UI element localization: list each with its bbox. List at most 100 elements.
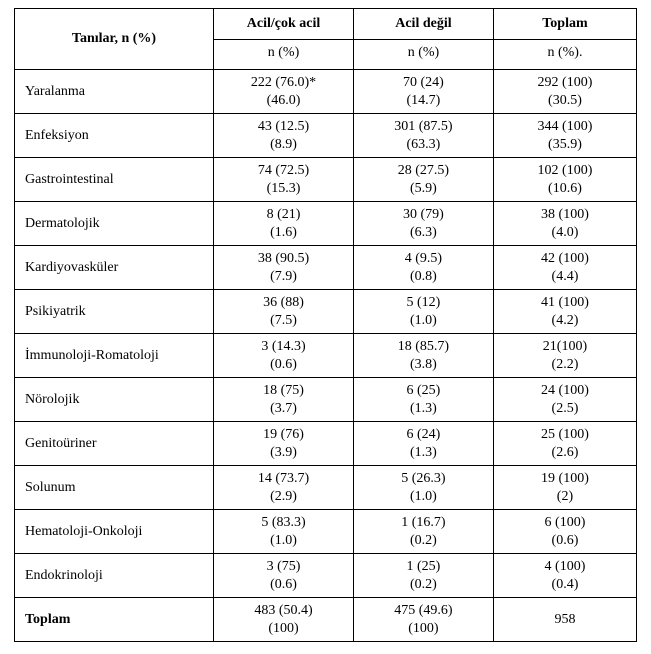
- col-header-urgent: Acil/çok acil: [214, 9, 354, 40]
- cell-value-top: 74 (72.5): [218, 162, 349, 180]
- cell-value-top: 483 (50.4): [218, 602, 349, 620]
- cell-value-bottom: (30.5): [498, 92, 632, 110]
- cell-value-top: 292 (100): [498, 74, 632, 92]
- table-cell: 958: [493, 598, 636, 642]
- table-row: Psikiyatrik36 (88)(7.5)5 (12)(1.0)41 (10…: [15, 290, 637, 334]
- table-row: Hematoloji-Onkoloji5 (83.3)(1.0)1 (16.7)…: [15, 510, 637, 554]
- table-row: Gastrointestinal74 (72.5)(15.3)28 (27.5)…: [15, 158, 637, 202]
- table-header: Tanılar, n (%) Acil/çok acil Acil değil …: [15, 9, 637, 70]
- cell-value-bottom: (2.5): [498, 400, 632, 418]
- col-header-total: Toplam: [493, 9, 636, 40]
- table-row: Enfeksiyon43 (12.5)(8.9)301 (87.5)(63.3)…: [15, 114, 637, 158]
- row-label: Hematoloji-Onkoloji: [15, 510, 214, 554]
- cell-value-bottom: (7.9): [218, 268, 349, 286]
- cell-value-top: 1 (16.7): [358, 514, 489, 532]
- row-label: Gastrointestinal: [15, 158, 214, 202]
- row-label: Yaralanma: [15, 70, 214, 114]
- table-cell: 8 (21)(1.6): [214, 202, 354, 246]
- cell-value-top: 38 (90.5): [218, 250, 349, 268]
- cell-value-top: 8 (21): [218, 206, 349, 224]
- table-cell: 1 (25)(0.2): [353, 554, 493, 598]
- cell-value-bottom: (100): [358, 620, 489, 638]
- cell-value-top: 344 (100): [498, 118, 632, 136]
- table-row: Dermatolojik8 (21)(1.6)30 (79)(6.3) 38 (1…: [15, 202, 637, 246]
- table-cell: 102 (100)(10.6): [493, 158, 636, 202]
- cell-value-bottom: (35.9): [498, 136, 632, 154]
- table-cell: 5 (12)(1.0): [353, 290, 493, 334]
- table-cell: 4 (9.5)(0.8): [353, 246, 493, 290]
- cell-value-bottom: (100): [218, 620, 349, 638]
- table-cell: 30 (79)(6.3): [353, 202, 493, 246]
- table-row: Yaralanma222 (76.0)*(46.0)70 (24)(14.7)2…: [15, 70, 637, 114]
- table-row: Solunum14 (73.7)(2.9)5 (26.3)(1.0)19 (10…: [15, 466, 637, 510]
- table-cell: 28 (27.5)(5.9): [353, 158, 493, 202]
- cell-value-top: 19 (100): [498, 470, 632, 488]
- cell-value-top: 1 (25): [358, 558, 489, 576]
- table-cell: 344 (100)(35.9): [493, 114, 636, 158]
- table-cell: 483 (50.4)(100): [214, 598, 354, 642]
- table-cell: 18 (75)(3.7): [214, 378, 354, 422]
- row-label: Endokrinoloji: [15, 554, 214, 598]
- cell-value-bottom: (2.9): [218, 488, 349, 506]
- table-cell: 3 (75)(0.6): [214, 554, 354, 598]
- row-label: İmmunoloji-Romatoloji: [15, 334, 214, 378]
- table-cell: 36 (88)(7.5): [214, 290, 354, 334]
- cell-value-top: 5 (83.3): [218, 514, 349, 532]
- table-cell: 292 (100)(30.5): [493, 70, 636, 114]
- table-row: Endokrinoloji3 (75)(0.6)1 (25)(0.2)4 (10…: [15, 554, 637, 598]
- table-cell: 19 (100)(2): [493, 466, 636, 510]
- cell-value-bottom: (7.5): [218, 312, 349, 330]
- cell-value-bottom: (4.4): [498, 268, 632, 286]
- cell-value-bottom: (46.0): [218, 92, 349, 110]
- table-row: Genitoüriner19 (76)(3.9)6 (24)(1.3)25 (1…: [15, 422, 637, 466]
- cell-value-bottom: (4.2): [498, 312, 632, 330]
- cell-value-top: 38 (100): [498, 206, 632, 224]
- table-cell: 4 (100)(0.4): [493, 554, 636, 598]
- table-cell: 74 (72.5)(15.3): [214, 158, 354, 202]
- cell-value-top: 19 (76): [218, 426, 349, 444]
- cell-value-top: 25 (100): [498, 426, 632, 444]
- subheader-noturgent: n (%): [353, 39, 493, 70]
- cell-value-bottom: (10.6): [498, 180, 632, 198]
- cell-value-top: 41 (100): [498, 294, 632, 312]
- row-label: Psikiyatrik: [15, 290, 214, 334]
- table-cell: 3 (14.3)(0.6): [214, 334, 354, 378]
- cell-value-bottom: (1.0): [358, 312, 489, 330]
- row-label: Enfeksiyon: [15, 114, 214, 158]
- table-cell: 24 (100)(2.5): [493, 378, 636, 422]
- table-cell: 70 (24)(14.7): [353, 70, 493, 114]
- cell-value-top: 5 (26.3): [358, 470, 489, 488]
- cell-value-top: 28 (27.5): [358, 162, 489, 180]
- cell-value-top: 475 (49.6): [358, 602, 489, 620]
- cell-value-bottom: (1.3): [358, 444, 489, 462]
- cell-value-bottom: (6.3): [358, 224, 489, 242]
- cell-value-bottom: (63.3): [358, 136, 489, 154]
- subheader-total: n (%).: [493, 39, 636, 70]
- cell-value-bottom: (3.9): [218, 444, 349, 462]
- cell-value-top: 6 (24): [358, 426, 489, 444]
- table-cell: 25 (100)(2.6): [493, 422, 636, 466]
- cell-value-bottom: (4.0): [498, 224, 632, 242]
- cell-value-top: 21(100): [498, 338, 632, 356]
- cell-value-bottom: (5.9): [358, 180, 489, 198]
- table-cell: 1 (16.7)(0.2): [353, 510, 493, 554]
- cell-value-top: 14 (73.7): [218, 470, 349, 488]
- table-cell: 475 (49.6)(100): [353, 598, 493, 642]
- cell-value-bottom: (2.2): [498, 356, 632, 374]
- row-label: Dermatolojik: [15, 202, 214, 246]
- cell-value-bottom: (1.6): [218, 224, 349, 242]
- cell-value-bottom: (1.3): [358, 400, 489, 418]
- table-cell: 301 (87.5)(63.3): [353, 114, 493, 158]
- table-row-total: Toplam483 (50.4)(100)475 (49.6)(100)958: [15, 598, 637, 642]
- cell-value-top: 6 (25): [358, 382, 489, 400]
- table-cell: 41 (100)(4.2): [493, 290, 636, 334]
- cell-value-top: 102 (100): [498, 162, 632, 180]
- table-cell: 18 (85.7)(3.8): [353, 334, 493, 378]
- cell-value-top: 24 (100): [498, 382, 632, 400]
- cell-value-top: 301 (87.5): [358, 118, 489, 136]
- table-cell: 6 (100)(0.6): [493, 510, 636, 554]
- col-header-noturgent: Acil değil: [353, 9, 493, 40]
- row-label: Kardiyovasküler: [15, 246, 214, 290]
- table-cell: 5 (83.3)(1.0): [214, 510, 354, 554]
- table-cell: 38 (90.5)(7.9): [214, 246, 354, 290]
